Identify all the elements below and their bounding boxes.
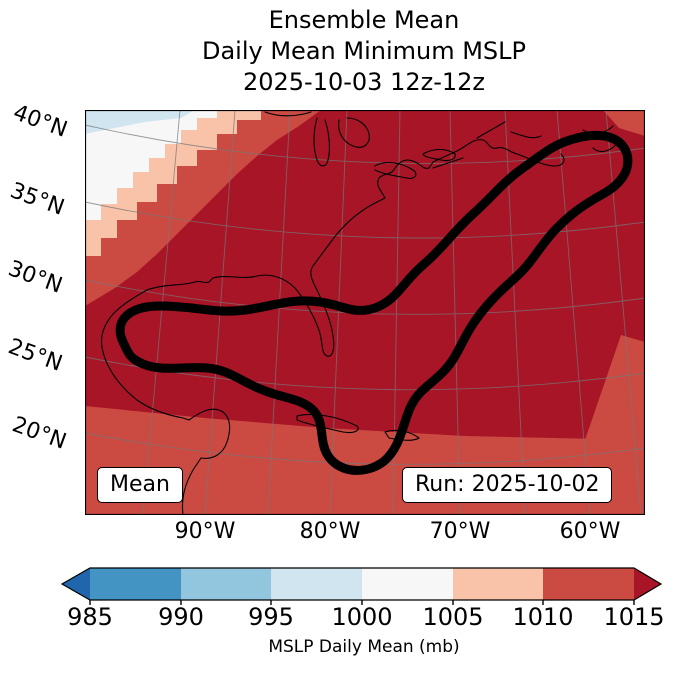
- colorbar-over-arrow: [634, 568, 661, 600]
- colorbar-seg-1010-1015: [543, 568, 634, 600]
- title-line-3: 2025-10-03 12z-12z: [242, 68, 486, 96]
- colorbar-seg-990-995: [181, 568, 271, 600]
- colorbar-label: MSLP Daily Mean (mb): [268, 637, 460, 657]
- run-badge: Run: 2025-10-02: [402, 467, 613, 503]
- gridline-meridian-95w: [142, 110, 181, 515]
- colorbar-under-arrow: [62, 568, 90, 600]
- ytick-40n: 40°N: [9, 100, 71, 143]
- cbtick-1015: 1015: [603, 603, 665, 631]
- cbtick-995: 995: [248, 603, 294, 631]
- coastline-lake-michigan: [313, 117, 330, 167]
- map-border: [85, 110, 645, 515]
- cbtick-1010: 1010: [512, 603, 574, 631]
- gridline-meridian-80w: [329, 110, 348, 515]
- fill-1010-1015mb-topright-patch: [603, 110, 645, 136]
- coastline-gulf-east-atlantic: [146, 139, 565, 357]
- ytick-20n: 20°N: [8, 412, 70, 455]
- coastline-cuba: [296, 413, 359, 434]
- cbtick-985: 985: [67, 603, 113, 631]
- gridline-meridian-60w: [556, 110, 591, 515]
- title-line-2: Daily Mean Minimum MSLP: [201, 37, 526, 65]
- mslp-highlight-contour: [115, 130, 633, 475]
- colorbar-ticks: [89, 600, 635, 605]
- colorbar-seg-1000-1005: [362, 568, 453, 600]
- stat-badge: Mean: [97, 467, 183, 503]
- gridline-meridian-70w: [449, 110, 461, 515]
- chart-title: Ensemble Mean Daily Mean Minimum MSLP 20…: [64, 5, 664, 98]
- xtick-80w: 80°W: [299, 519, 361, 544]
- coastline-st-lawrence: [476, 121, 542, 139]
- xtick-60w: 60°W: [559, 519, 621, 544]
- colorbar: [60, 567, 663, 605]
- mslp-map: [85, 110, 645, 515]
- fill-1000-1005mb-corner: [85, 110, 217, 220]
- colorbar-seg-1005-1010: [453, 568, 543, 600]
- ytick-25n: 25°N: [4, 334, 66, 377]
- gridline-meridian-85w: [267, 110, 291, 515]
- colorbar-seg-985-990: [90, 568, 181, 600]
- ytick-35n: 35°N: [6, 178, 68, 221]
- colorbar-seg-995-1000: [271, 568, 362, 600]
- gridline-parallel-20n: [85, 432, 645, 465]
- cbtick-1000: 1000: [331, 603, 393, 631]
- xtick-90w: 90°W: [174, 519, 236, 544]
- gridline-meridian-55w: [605, 110, 642, 515]
- gridline-parallel-40n: [85, 124, 645, 164]
- ytick-30n: 30°N: [4, 256, 66, 299]
- fill-1010-1015mb-right-strip: [585, 335, 645, 446]
- coastline-gulf-west: [100, 289, 231, 515]
- coastline-lake-superior: [264, 111, 312, 117]
- cbtick-990: 990: [158, 603, 204, 631]
- fill-995-1000mb-corner: [85, 110, 195, 134]
- coastline-lake-huron: [338, 117, 370, 148]
- coastline-lake-erie: [374, 161, 417, 179]
- coastline-lake-ontario: [422, 148, 456, 162]
- xtick-70w: 70°W: [429, 519, 491, 544]
- cbtick-1005: 1005: [422, 603, 484, 631]
- coastline-long-island: [432, 157, 464, 169]
- title-line-1: Ensemble Mean: [268, 6, 460, 34]
